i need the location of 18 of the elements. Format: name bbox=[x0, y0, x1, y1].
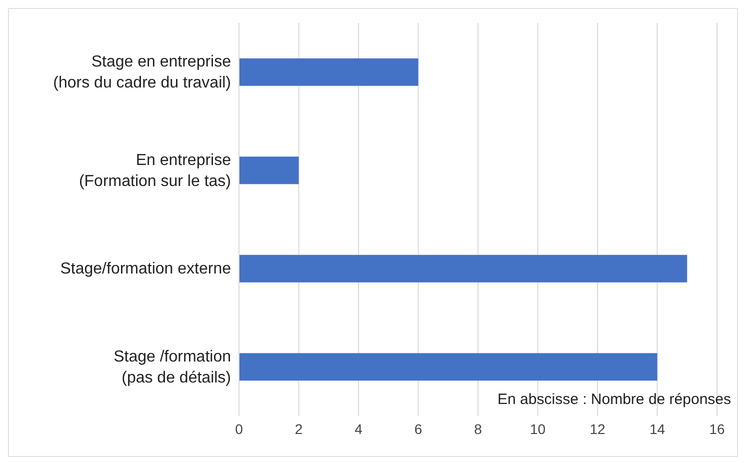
y-tick-label: Stage en entreprise (hors du cadre du travail) bbox=[53, 53, 232, 92]
x-tick-label: 8 bbox=[474, 420, 482, 437]
bar bbox=[239, 254, 688, 282]
bar bbox=[239, 353, 658, 381]
x-tick-label: 16 bbox=[709, 420, 725, 437]
bar bbox=[239, 58, 418, 86]
x-tick-label: 0 bbox=[235, 420, 244, 437]
x-tick-label: 2 bbox=[294, 420, 303, 437]
y-tick-label: En entreprise (Formation sur le tas) bbox=[78, 151, 232, 190]
x-tick-label: 6 bbox=[414, 420, 422, 437]
x-tick-label: 10 bbox=[530, 420, 546, 437]
y-tick-label: Stage/formation externe bbox=[60, 260, 232, 278]
x-tick-label: 14 bbox=[649, 420, 666, 437]
y-tick-label: Stage /formation (pas de détails) bbox=[114, 348, 231, 386]
bar bbox=[239, 156, 299, 184]
x-tick-label: 12 bbox=[590, 420, 606, 437]
x-axis-title: En abscisse : Nombre de réponses bbox=[498, 391, 731, 408]
x-tick-label: 4 bbox=[354, 420, 363, 437]
